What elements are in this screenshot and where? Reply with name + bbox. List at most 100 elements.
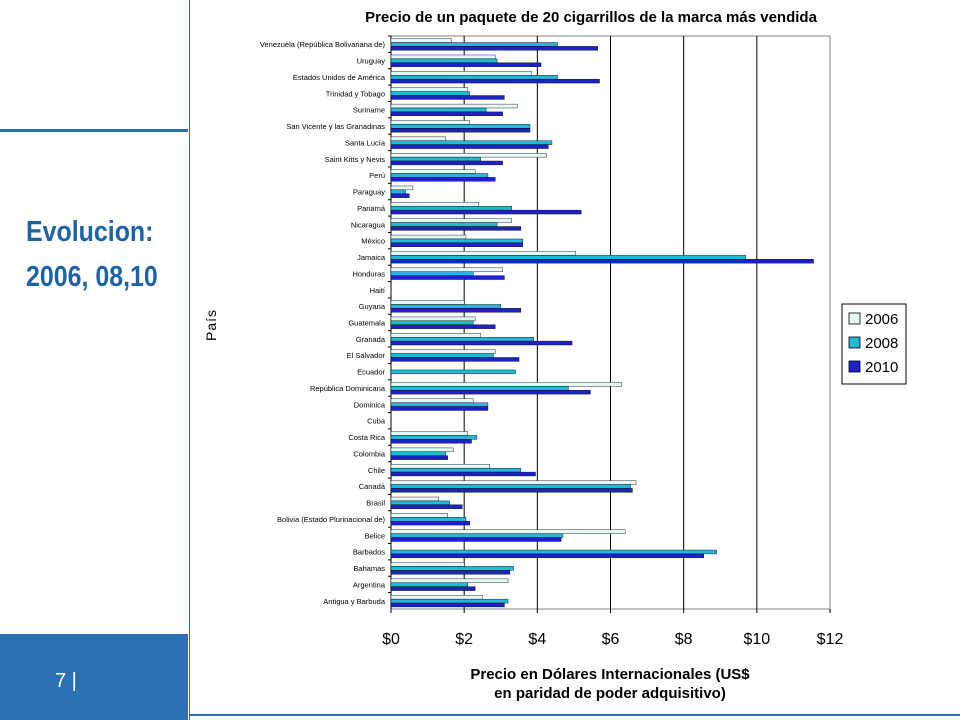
bar-2006 xyxy=(390,464,490,469)
bar-2006 xyxy=(390,87,469,92)
x-tick-label: $6 xyxy=(602,631,620,648)
left-panel xyxy=(0,0,188,720)
category-label: Argentina xyxy=(353,580,386,589)
bar-2006 xyxy=(390,38,452,43)
bar-chart: Precio de un paquete de 20 cigarrillos d… xyxy=(203,9,907,702)
bar-2008 xyxy=(390,517,467,522)
category-label: San Vicente y las Granadinas xyxy=(286,122,385,131)
category-label: Granada xyxy=(356,335,386,344)
category-label: Costa Rica xyxy=(348,433,386,442)
bar-2008 xyxy=(390,566,514,571)
bar-2008 xyxy=(390,238,523,244)
bar-2010 xyxy=(390,144,549,149)
bar-2006 xyxy=(390,202,480,207)
legend-swatch-2010 xyxy=(848,360,861,373)
chart-title: Precio de un paquete de 20 cigarrillos d… xyxy=(365,9,818,26)
category-label: Haití xyxy=(370,286,386,295)
category-label: Belice xyxy=(365,531,385,540)
bottom-rule xyxy=(190,714,960,716)
bar-2006 xyxy=(390,120,470,125)
bar-2010 xyxy=(390,553,704,559)
category-label: México xyxy=(361,237,385,246)
bar-2008 xyxy=(390,386,569,391)
bar-2008 xyxy=(390,484,631,489)
bar-2008 xyxy=(390,337,534,342)
category-label: Perú xyxy=(369,171,385,180)
bar-2010 xyxy=(390,520,470,526)
category-label: Colombia xyxy=(353,449,386,458)
y-axis-label: País xyxy=(203,309,219,341)
category-label: Brasil xyxy=(366,499,385,508)
bar-2010 xyxy=(390,111,503,116)
bar-2008 xyxy=(390,140,553,145)
bar-2010 xyxy=(390,128,531,133)
bar-2010 xyxy=(390,488,633,493)
bar-2010 xyxy=(390,537,562,542)
bar-2006 xyxy=(390,382,622,387)
bar-2008 xyxy=(390,582,469,587)
bar-2006 xyxy=(390,71,533,76)
bar-2008 xyxy=(390,107,487,113)
bar-2010 xyxy=(390,62,542,67)
bar-2010 xyxy=(390,586,476,591)
bar-2008 xyxy=(390,42,558,47)
bar-2008 xyxy=(390,173,489,178)
bar-2010 xyxy=(390,471,536,477)
bar-2008 xyxy=(390,304,501,309)
bar-2008 xyxy=(390,320,474,325)
category-label: Panamá xyxy=(357,204,386,213)
x-axis-label-line2: en paridad de poder adquisitivo) xyxy=(494,685,726,702)
bar-2010 xyxy=(390,308,522,313)
header-divider xyxy=(0,129,188,132)
chart-legend: 2006 2008 2010 xyxy=(841,303,907,385)
bar-2008 xyxy=(390,369,516,375)
category-label: Guyana xyxy=(359,302,386,311)
bar-2008 xyxy=(390,451,447,456)
bar-2008 xyxy=(390,91,470,96)
bar-2010 xyxy=(390,209,582,215)
bar-2008 xyxy=(390,255,747,260)
bar-2006 xyxy=(390,136,447,141)
category-label: Santa Lucía xyxy=(345,138,386,147)
category-label: Bahamas xyxy=(353,564,385,573)
bar-2010 xyxy=(390,78,600,84)
bar-2006 xyxy=(390,153,547,158)
legend-label-2008: 2008 xyxy=(865,335,898,352)
bar-2006 xyxy=(390,169,476,174)
category-label: Chile xyxy=(368,466,385,475)
bar-2008 xyxy=(390,271,474,276)
x-tick-label: $10 xyxy=(743,631,770,648)
bar-2006 xyxy=(390,267,503,272)
bar-2008 xyxy=(390,435,478,440)
bar-2008 xyxy=(390,124,531,129)
bar-2010 xyxy=(390,193,410,198)
slide-heading: Evolucion: 2006, 08,10 xyxy=(26,210,186,300)
bar-2010 xyxy=(390,259,814,264)
category-label: Antigua y Barbuda xyxy=(323,597,386,606)
bar-2006 xyxy=(390,562,465,567)
bar-2010 xyxy=(390,177,496,182)
legend-label-2010: 2010 xyxy=(865,359,898,376)
bar-2010 xyxy=(390,357,520,362)
bar-2010 xyxy=(390,324,496,329)
bar-2008 xyxy=(390,206,512,211)
bar-2008 xyxy=(390,549,717,555)
x-tick-label: $0 xyxy=(382,631,400,648)
category-label: Trinidad y Tobago xyxy=(326,89,385,98)
category-label: Estados Unidos de América xyxy=(293,73,386,82)
bar-2008 xyxy=(390,467,522,473)
x-tick-label: $4 xyxy=(528,631,546,648)
bar-2006 xyxy=(390,333,481,338)
bar-2010 xyxy=(390,504,463,509)
bar-2006 xyxy=(390,447,454,453)
category-label: Guatemala xyxy=(348,319,386,328)
bar-2010 xyxy=(390,160,503,166)
category-label: El Salvador xyxy=(347,351,386,360)
bar-2010 xyxy=(390,340,573,346)
category-label: Paraguay xyxy=(353,188,385,197)
category-label: Barbados xyxy=(353,548,385,557)
bar-2008 xyxy=(390,156,481,162)
bar-2006 xyxy=(390,431,469,436)
bar-2006 xyxy=(390,595,483,600)
bar-2010 xyxy=(390,455,448,460)
